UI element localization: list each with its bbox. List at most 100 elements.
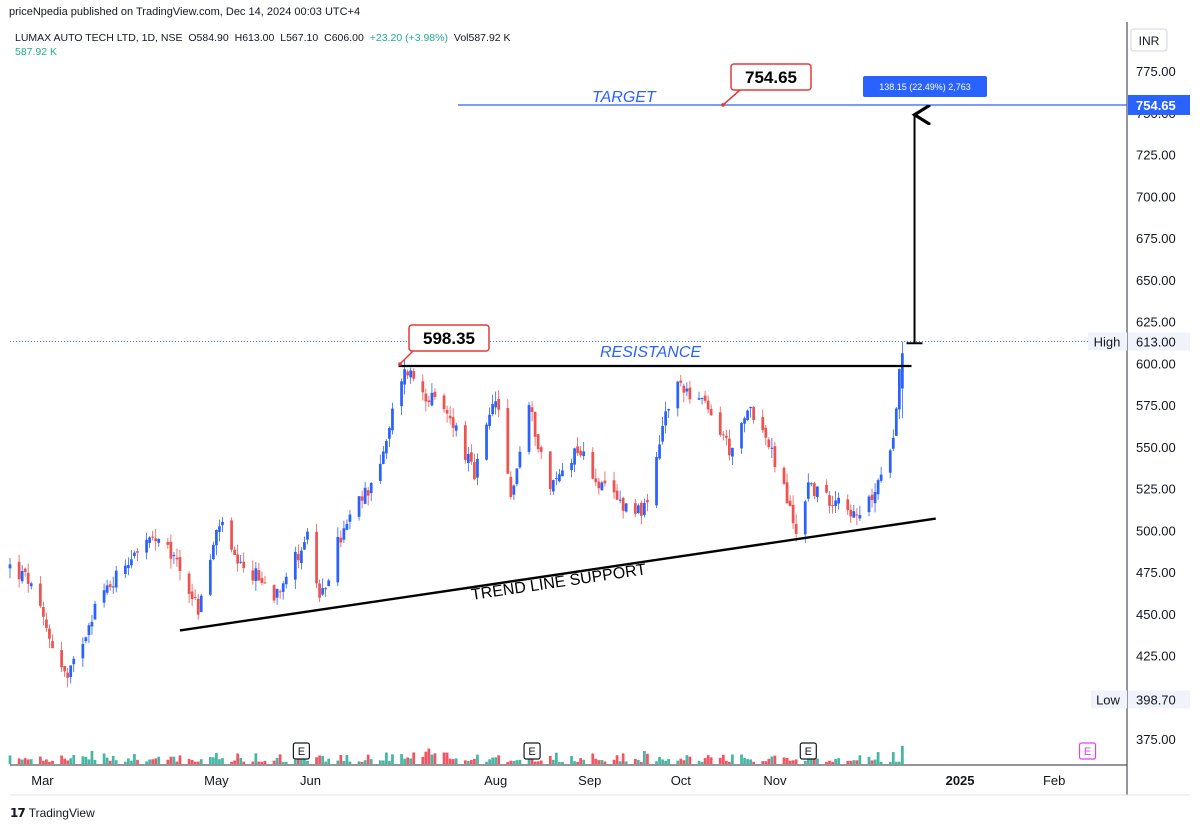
volume-bar [148, 759, 151, 764]
candle-body [391, 408, 394, 431]
candle-body [251, 570, 255, 581]
volume-bar [87, 759, 91, 764]
candle-body [624, 503, 628, 512]
volume-bar [69, 758, 73, 764]
candle-body [594, 478, 598, 483]
volume-bar [888, 761, 892, 764]
volume-bar [770, 756, 774, 764]
candle-body [746, 410, 749, 420]
volume-bar [721, 754, 725, 764]
close-value: C606.00 [324, 32, 364, 44]
candle-body [296, 553, 300, 561]
volume-bar [706, 755, 710, 764]
volume-bar [661, 759, 664, 764]
earnings-marker-label: E [1084, 746, 1091, 758]
volume-bar [378, 760, 382, 764]
publisher-line: priceNpedia published on TradingView.com… [9, 6, 361, 18]
candle-body [306, 531, 309, 540]
candle-body [706, 400, 710, 410]
volume-bar [242, 761, 246, 764]
target-callout: 754.65 [721, 63, 812, 107]
candle-body [51, 641, 54, 649]
candle-body [664, 411, 667, 426]
candlestick-series [8, 341, 904, 688]
target-value-label: 754.65 [745, 68, 797, 87]
candle-body [403, 369, 406, 385]
volume-bar [157, 756, 161, 764]
candle-body [84, 637, 88, 642]
price-tick-label: 500.00 [1136, 523, 1176, 538]
candle-body [740, 423, 743, 449]
volume-bar [427, 748, 431, 764]
candle-body [828, 495, 831, 506]
earnings-marker-label: E [528, 746, 535, 758]
candle-body [72, 658, 76, 665]
volume-bar [306, 760, 309, 764]
volume-bar [761, 761, 765, 764]
earnings-marker [523, 742, 541, 760]
candle-body [236, 554, 240, 564]
candle-body [272, 585, 276, 601]
candle-body [342, 528, 346, 540]
candle-body [151, 536, 155, 538]
volume-bar [45, 759, 48, 764]
candle-body [130, 559, 133, 566]
volume-bar [233, 760, 236, 764]
candle-body [791, 504, 795, 524]
volume-bar [870, 760, 874, 764]
volume-bar [412, 752, 416, 764]
candle-body [597, 481, 601, 489]
candle-body [127, 565, 130, 569]
volume-bar [682, 760, 686, 764]
high-tag-value: 613.00 [1136, 335, 1176, 350]
candle-body [154, 538, 158, 542]
candle-body [303, 542, 306, 550]
target-tag-value: 754.65 [1136, 98, 1176, 113]
candle-body [570, 462, 573, 470]
price-axis[interactable]: 775.00750.00725.00700.00675.00650.00625.… [1136, 64, 1176, 747]
candle-body [381, 451, 385, 464]
tradingview-footer[interactable]: 𝟭𝟳 TradingView [10, 806, 95, 820]
candle-body [785, 482, 789, 504]
candle-body [788, 500, 792, 506]
candle-body [230, 520, 233, 550]
volume-bar [84, 756, 88, 764]
volume-bar [658, 756, 661, 764]
volume-bar [236, 753, 240, 764]
candle-body [169, 541, 173, 559]
candle-body [603, 480, 607, 484]
volume-bar [272, 760, 276, 764]
high-tag-label: High [1094, 335, 1121, 350]
candle-body [728, 438, 731, 456]
low-tag-label: Low [1096, 692, 1120, 707]
volume-bar [551, 759, 555, 764]
candle-body [17, 561, 21, 580]
price-tick-label: 550.00 [1136, 440, 1176, 455]
currency-badge[interactable]: INR [1130, 28, 1168, 52]
volume-bar [879, 761, 883, 764]
volume-bar [388, 760, 391, 764]
volume-bar [321, 755, 325, 764]
volume-bar [451, 759, 455, 764]
candle-body [193, 596, 197, 598]
volume-bar [867, 756, 871, 764]
candle-body [430, 392, 434, 406]
candle-body [412, 370, 416, 379]
candle-body [324, 588, 328, 590]
candle-body [794, 523, 798, 534]
volume-bar [515, 760, 519, 764]
candle-body [667, 409, 671, 411]
volume-bar [385, 752, 388, 764]
candle-body [858, 515, 862, 519]
candle-body [655, 456, 658, 506]
volume-bar [554, 752, 558, 764]
volume-bar [594, 758, 598, 764]
time-axis[interactable]: Mar May Jun Aug Sep Oct Nov 2025 Feb [31, 773, 1065, 788]
candle-body [339, 537, 343, 543]
high-tag: High 613.00 [1088, 332, 1190, 351]
candle-body [867, 496, 871, 513]
candle-body [697, 398, 701, 400]
volume-bar [685, 755, 689, 764]
